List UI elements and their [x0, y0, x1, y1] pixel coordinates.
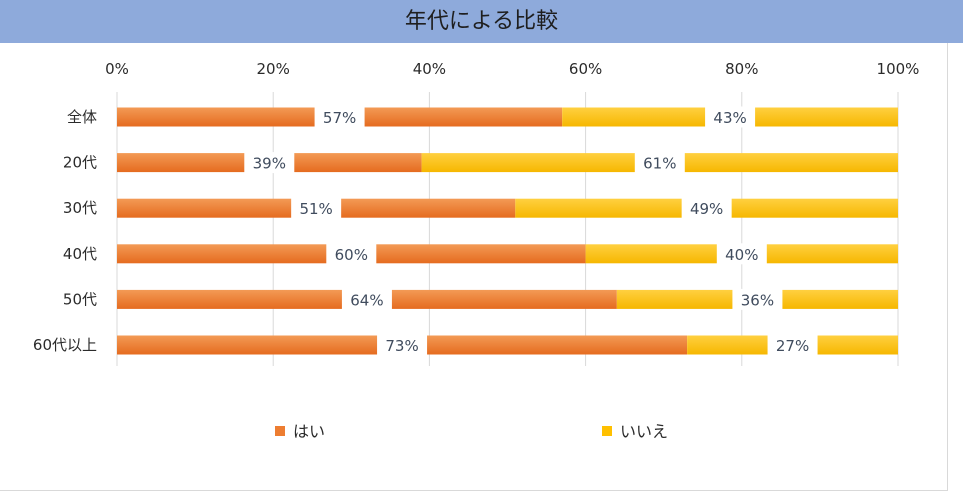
x-tick-label: 100%	[877, 60, 920, 78]
data-label: 43%	[713, 109, 746, 127]
x-tick-label: 60%	[569, 60, 602, 78]
data-label: 36%	[741, 291, 774, 309]
data-label: 49%	[690, 200, 723, 218]
data-label: 61%	[643, 155, 676, 173]
data-label: 51%	[299, 200, 332, 218]
legend-label: いいえ	[620, 422, 668, 441]
category-label: 全体	[67, 108, 97, 126]
x-tick-label: 40%	[413, 60, 446, 78]
data-label: 27%	[776, 337, 809, 355]
data-label: 73%	[385, 337, 418, 355]
data-label-bg	[767, 334, 818, 356]
data-label: 39%	[253, 155, 286, 173]
title-bar	[0, 0, 963, 43]
data-label-bg	[716, 243, 767, 265]
data-label-bg	[314, 106, 365, 128]
category-label: 40代	[63, 245, 97, 263]
x-tick-label: 80%	[725, 60, 758, 78]
chart-frame	[0, 43, 948, 491]
data-label-bg	[291, 197, 342, 219]
category-label: 30代	[63, 199, 97, 217]
data-label-bg	[377, 334, 428, 356]
category-label: 50代	[63, 290, 97, 308]
data-label-bg	[634, 152, 685, 174]
data-label: 40%	[725, 246, 758, 264]
data-label-bg	[341, 288, 392, 310]
x-tick-label: 20%	[257, 60, 290, 78]
legend-label: はい	[293, 422, 325, 441]
data-label: 57%	[323, 109, 356, 127]
data-label-bg	[244, 152, 295, 174]
data-label-bg	[326, 243, 377, 265]
x-tick-label: 0%	[105, 60, 129, 78]
category-label: 20代	[63, 154, 97, 172]
legend-swatch	[275, 426, 285, 436]
data-label: 64%	[350, 291, 383, 309]
data-label: 60%	[335, 246, 368, 264]
data-label-bg	[705, 106, 756, 128]
data-label-bg	[732, 288, 783, 310]
data-label-bg	[681, 197, 732, 219]
chart-title: 年代による比較	[404, 9, 559, 34]
category-label: 60代以上	[33, 336, 97, 354]
legend-swatch	[602, 426, 612, 436]
